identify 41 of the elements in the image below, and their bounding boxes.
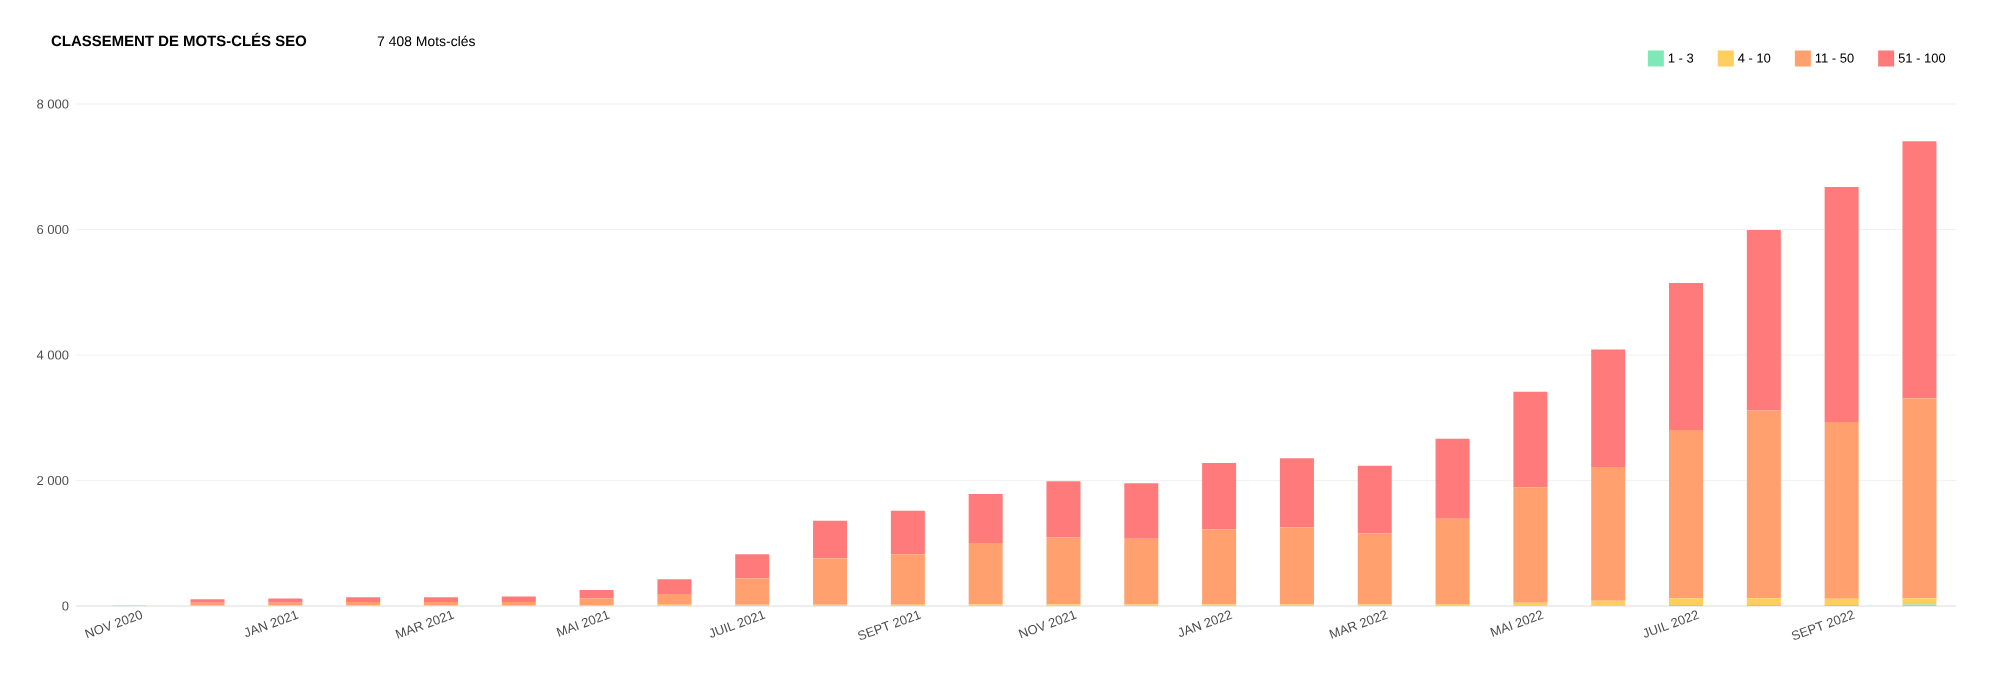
bar [890,554,925,605]
bar [1669,283,1704,431]
bar [1746,598,1781,606]
bar [1669,598,1704,606]
bar [1591,467,1626,601]
bar [1435,518,1470,605]
bar [1357,465,1392,534]
bar [579,598,614,606]
bar [1202,529,1237,605]
bar [1513,391,1548,488]
bar [890,510,925,555]
bar [813,520,848,559]
bar [1669,430,1704,599]
bar [1591,349,1626,468]
bar [1902,141,1937,399]
bar [1824,187,1859,423]
bar [1902,598,1937,605]
bar [968,493,1003,543]
bar [1202,462,1237,530]
bar [813,558,848,605]
bar [1746,410,1781,599]
bar [735,578,770,605]
bar [1746,230,1781,411]
bar [1513,487,1548,603]
bar [1357,533,1392,605]
bar [1124,538,1159,605]
bar [1824,422,1859,599]
bar [735,554,770,579]
bar [1046,481,1081,538]
bar [968,542,1003,605]
bar [501,596,536,602]
bar [1279,527,1314,605]
bar [1279,458,1314,528]
bar [1824,598,1859,606]
bar [1435,438,1470,519]
bar [1124,483,1159,539]
bar [579,589,614,599]
bar [657,579,692,594]
bar [657,593,692,605]
bar [1902,398,1937,599]
bar [1046,537,1081,605]
